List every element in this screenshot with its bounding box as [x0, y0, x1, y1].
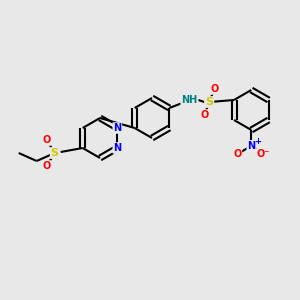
Text: O: O: [43, 135, 51, 145]
Text: O: O: [233, 149, 242, 159]
Text: N: N: [113, 123, 122, 133]
Text: NH: NH: [181, 95, 197, 105]
Text: O⁻: O⁻: [256, 149, 270, 159]
Text: N: N: [113, 143, 122, 153]
Text: O: O: [200, 110, 208, 120]
Text: O: O: [43, 161, 51, 171]
Text: +: +: [254, 136, 261, 146]
Text: S: S: [51, 148, 59, 158]
Text: N: N: [247, 141, 255, 151]
Text: O: O: [210, 84, 218, 94]
Text: S: S: [205, 97, 213, 107]
